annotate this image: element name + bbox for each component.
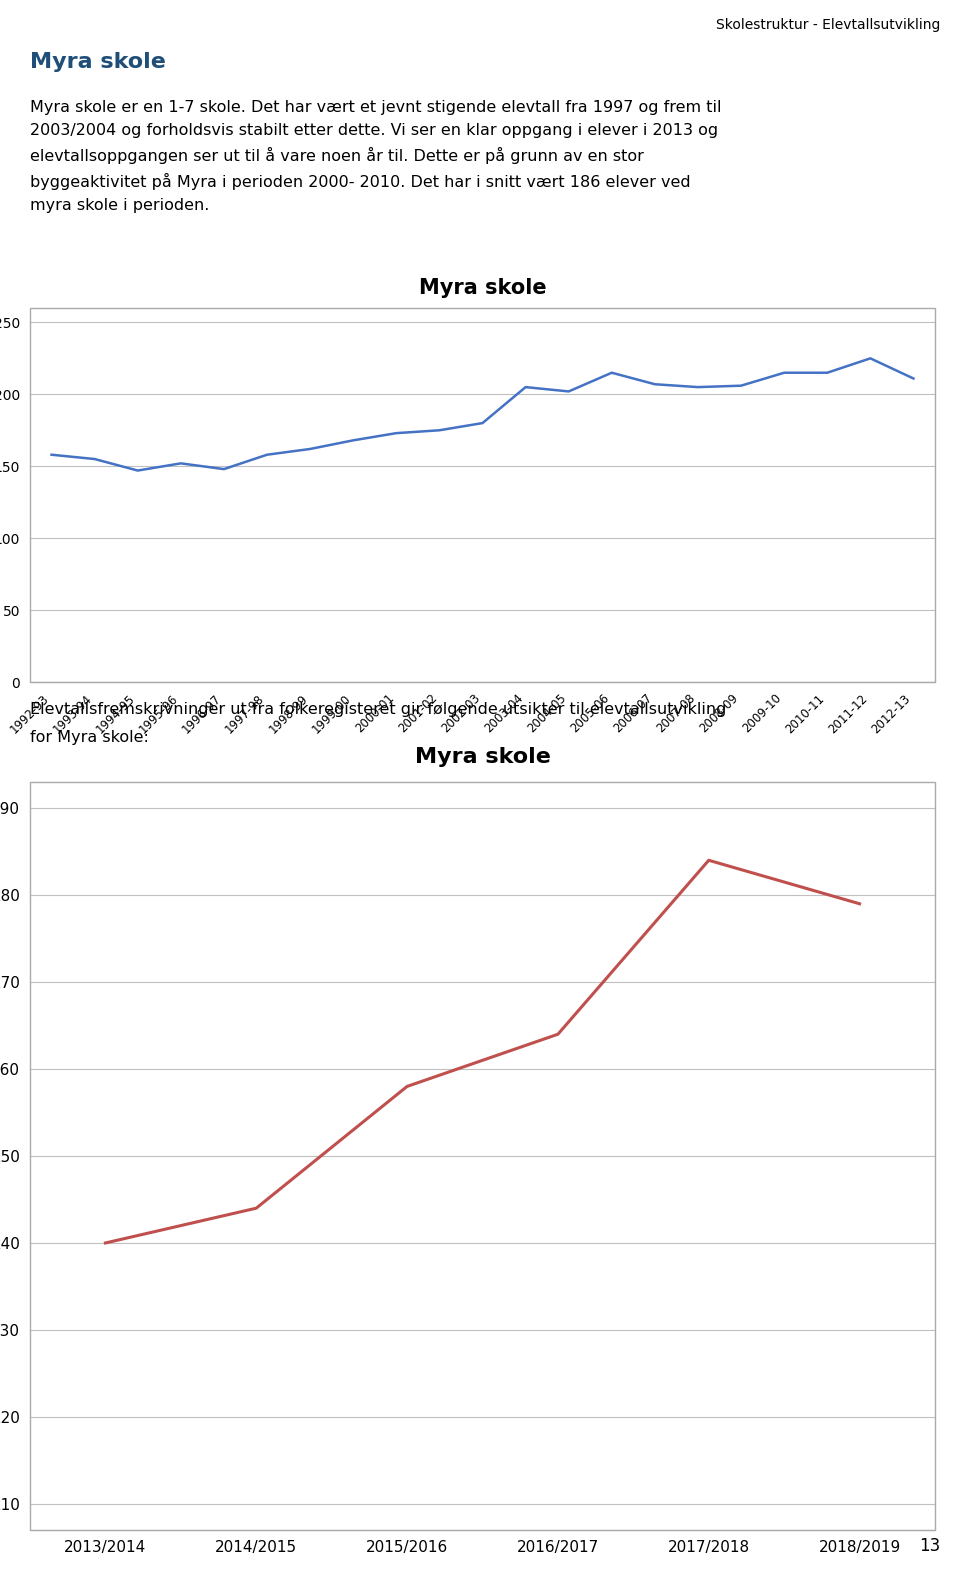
Text: Myra skole er en 1-7 skole. Det har vært et jevnt stigende elevtall fra 1997 og : Myra skole er en 1-7 skole. Det har vært…	[30, 101, 722, 212]
Text: 13: 13	[919, 1536, 940, 1555]
Text: Skolestruktur - Elevtallsutvikling: Skolestruktur - Elevtallsutvikling	[715, 17, 940, 31]
Title: Myra skole: Myra skole	[419, 279, 546, 297]
Text: Myra skole: Myra skole	[30, 52, 166, 72]
Text: for Myra skole:: for Myra skole:	[30, 730, 149, 745]
Title: Myra skole: Myra skole	[415, 746, 550, 767]
Text: Elevtallsfremskrivninger ut fra folkeregisteret gir følgende utsikter til elevta: Elevtallsfremskrivninger ut fra folkereg…	[30, 702, 727, 718]
